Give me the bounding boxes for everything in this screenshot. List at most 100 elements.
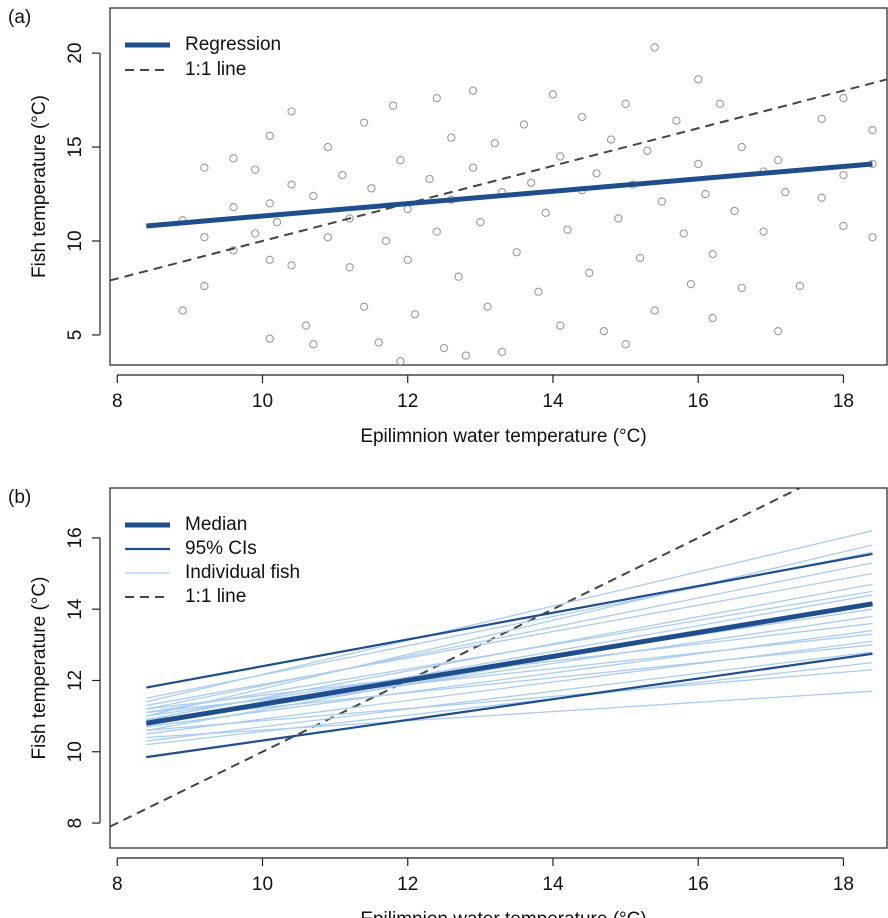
y-tick-label: 5	[65, 330, 86, 341]
data-point	[621, 340, 630, 349]
data-point	[251, 165, 260, 174]
series-line	[145, 601, 873, 726]
y-tick-label: 10	[65, 230, 86, 251]
data-point	[323, 233, 333, 242]
y-tick-label: 10	[65, 741, 86, 762]
data-point	[635, 253, 645, 263]
x-tick-label: 16	[688, 391, 709, 412]
data-point	[497, 347, 507, 356]
y-tick-label: 14	[65, 598, 86, 620]
data-point	[534, 287, 543, 296]
data-point	[686, 280, 696, 289]
data-point	[309, 340, 318, 349]
y-axis-label: Fish temperature (°C)	[29, 577, 50, 760]
data-point	[490, 139, 500, 148]
data-point	[338, 171, 347, 180]
data-point	[701, 189, 710, 199]
legend-label: 95% CIs	[185, 538, 257, 559]
data-point	[229, 154, 238, 163]
series-line	[146, 583, 873, 721]
series-line	[146, 669, 873, 732]
data-point	[454, 272, 463, 281]
data-point	[301, 321, 311, 330]
data-point	[606, 135, 616, 144]
data-point	[512, 248, 521, 257]
x-axis-label: Epilimnion water temperature (°C)	[360, 426, 646, 447]
data-point	[527, 178, 536, 187]
series-line	[110, 488, 803, 828]
data-point	[548, 90, 558, 99]
series-line	[146, 633, 873, 714]
data-point	[795, 281, 805, 291]
x-tick-label: 18	[833, 874, 854, 895]
series-line	[146, 544, 873, 717]
data-point	[556, 321, 565, 330]
x-tick-label: 12	[397, 391, 418, 412]
data-point	[439, 343, 449, 353]
data-point	[599, 327, 608, 336]
y-axis-label: Fish temperature (°C)	[29, 95, 50, 278]
data-point	[287, 261, 296, 270]
data-point	[323, 142, 333, 152]
data-point	[817, 193, 826, 202]
data-point	[577, 112, 587, 122]
data-point	[425, 174, 434, 184]
x-tick-label: 8	[112, 391, 123, 412]
series-line	[146, 640, 873, 735]
data-point	[781, 187, 790, 197]
y-tick-label: 15	[65, 136, 86, 157]
x-tick-label: 8	[112, 874, 123, 895]
data-point	[396, 156, 405, 165]
plot-area	[110, 488, 873, 828]
data-point	[839, 221, 848, 231]
data-point	[432, 94, 441, 103]
data-point	[410, 310, 420, 319]
data-point	[360, 118, 369, 127]
data-point	[585, 268, 594, 278]
x-tick-label: 14	[542, 874, 564, 895]
legend-label: Individual fish	[185, 562, 300, 583]
data-point	[396, 357, 405, 365]
data-point	[403, 204, 412, 214]
y-tick-label: 16	[65, 527, 86, 548]
legend-label: 1:1 line	[185, 586, 246, 607]
data-point	[759, 227, 768, 236]
data-point	[265, 255, 274, 264]
panel-label: (b)	[8, 487, 31, 508]
data-point	[694, 75, 703, 84]
data-point	[345, 263, 354, 272]
series-line	[146, 644, 873, 721]
plot-frame	[109, 7, 888, 366]
plot-frame	[109, 487, 888, 849]
series-line	[146, 161, 873, 229]
data-point	[817, 114, 826, 124]
data-point	[468, 86, 478, 95]
series-line	[146, 552, 873, 689]
data-point	[265, 199, 274, 208]
legend-label: Median	[185, 514, 247, 535]
legend-label: 1:1 line	[185, 59, 246, 80]
data-point	[715, 99, 725, 108]
data-point	[773, 327, 783, 336]
data-point	[272, 218, 282, 227]
data-point	[287, 107, 296, 116]
data-point	[483, 302, 492, 311]
data-point	[374, 338, 383, 347]
y-tick-label: 12	[65, 670, 86, 691]
series-line	[146, 562, 873, 710]
data-point	[200, 281, 209, 291]
series-line	[110, 78, 887, 282]
data-point	[556, 152, 565, 161]
data-point	[461, 351, 470, 360]
data-point	[730, 206, 739, 216]
data-point	[650, 306, 659, 315]
data-point	[868, 125, 877, 135]
data-point	[708, 249, 717, 259]
data-point	[541, 208, 550, 217]
data-point	[868, 233, 877, 242]
data-point	[476, 218, 485, 227]
data-point	[447, 133, 456, 142]
data-point	[432, 227, 441, 236]
plot-area	[110, 43, 887, 365]
data-point	[643, 146, 652, 155]
